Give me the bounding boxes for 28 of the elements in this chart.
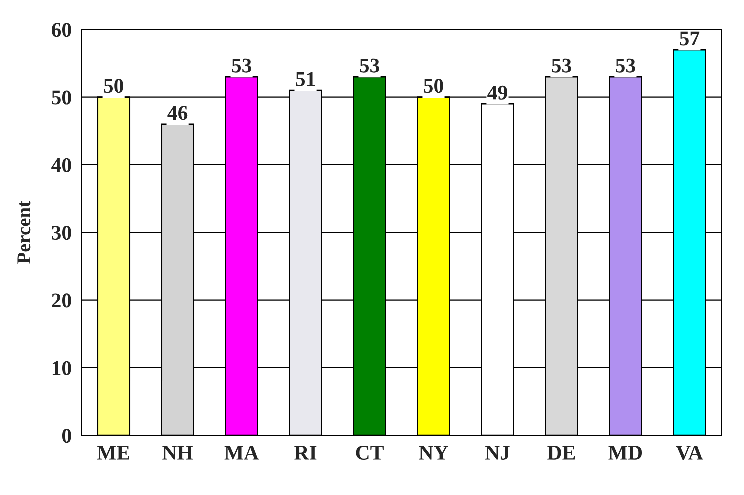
data-label: 51 (296, 72, 316, 86)
x-tick-label: ME (97, 446, 130, 460)
y-tick-label: 40 (52, 158, 72, 172)
data-label: 57 (680, 32, 700, 46)
x-tick-label: MD (608, 446, 642, 460)
x-tick-label: CT (356, 446, 384, 460)
x-tick-label: NJ (485, 446, 510, 460)
data-label: 53 (616, 58, 636, 73)
y-tick-label: 0 (62, 428, 72, 444)
x-tick-label: VA (676, 446, 704, 460)
y-tick-label: 60 (52, 23, 72, 38)
data-label: 50 (424, 79, 444, 94)
x-tick-label: NY (419, 446, 448, 460)
data-label: 49 (488, 86, 508, 100)
data-label: 50 (104, 79, 124, 94)
data-label: 53 (552, 58, 572, 73)
x-tick-label: RI (294, 446, 317, 460)
y-tick-label: 10 (52, 361, 72, 376)
y-axis-title: Percent (18, 201, 31, 264)
y-tick-label: 50 (52, 90, 72, 105)
y-tick-label: 20 (52, 294, 72, 308)
data-label: 46 (168, 106, 188, 120)
data-label: 53 (360, 58, 380, 73)
x-tick-label: MA (224, 446, 259, 460)
y-tick-label: 30 (52, 226, 72, 240)
x-tick-label: NH (162, 446, 194, 460)
data-label: 53 (232, 58, 252, 73)
x-tick-label: DE (548, 446, 576, 460)
